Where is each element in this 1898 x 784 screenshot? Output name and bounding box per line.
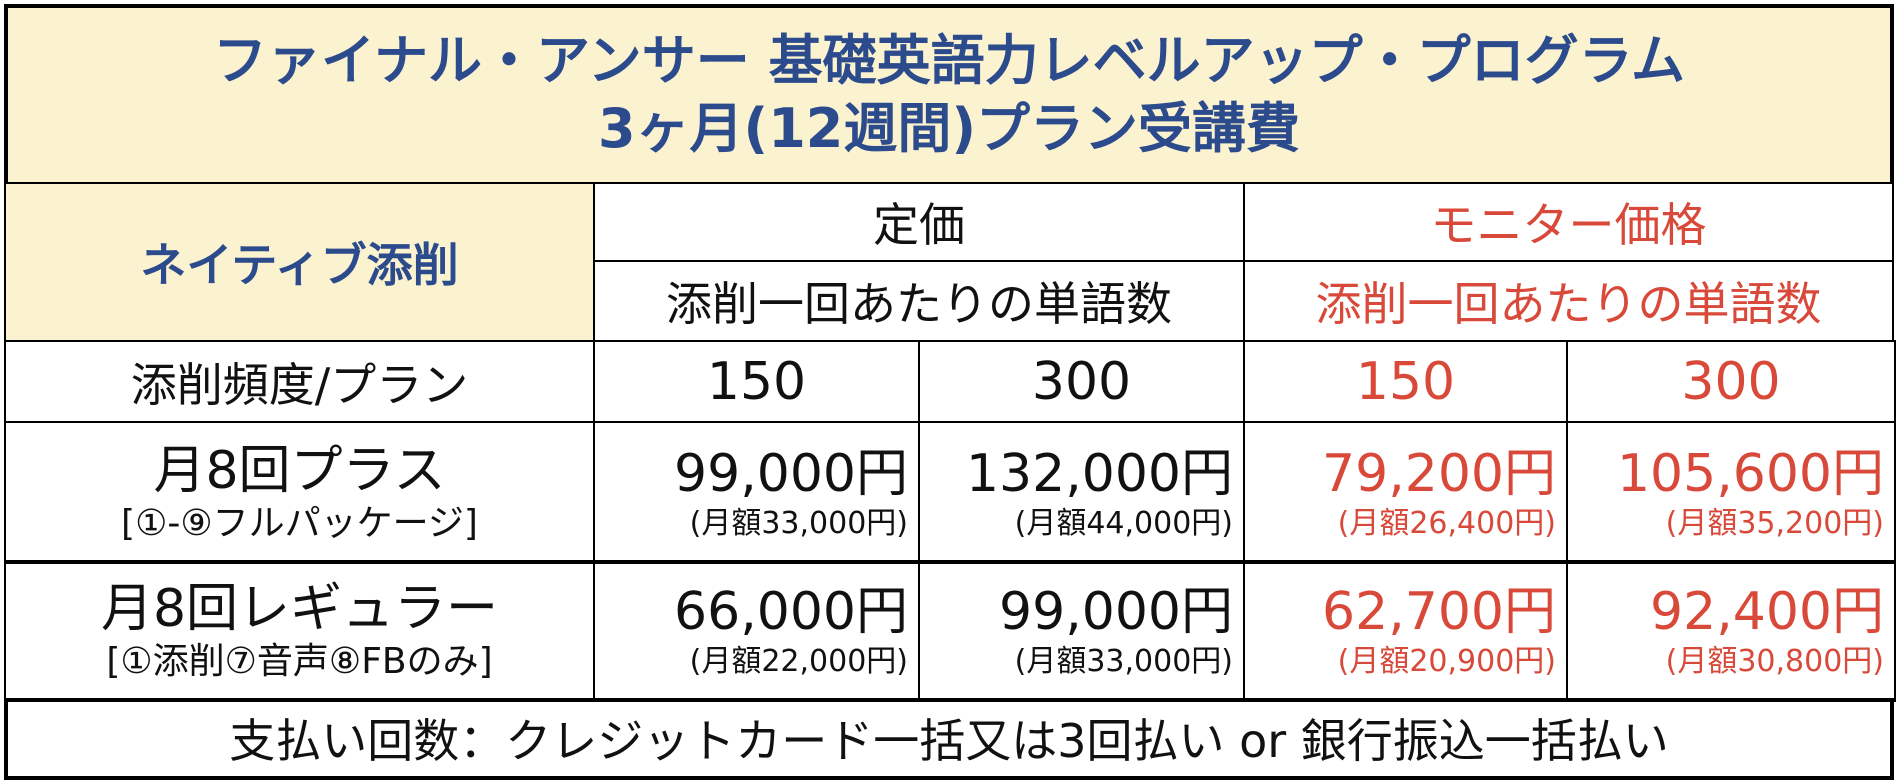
regular-sub-label: 添削一回あたりの単語数 [666,277,1172,331]
footer-text: 支払い回数：クレジットカード一括又は3回払い or 銀行振込一括払い [229,714,1669,768]
price: 66,000円 [674,582,908,642]
regular-label: 定価 [873,198,965,252]
title-line: ファイナル・アンサー 基礎英語力レベルアップ・プログラム [213,29,1685,92]
columns-label: 添削頻度/プラン [130,357,469,412]
monthly-price: (月額22,000円) [689,644,908,679]
monitor-subheader: 添削一回あたりの単語数 [1243,260,1894,342]
price-cell: 99,000円 (月額33,000円) [593,421,920,564]
price: 132,000円 [965,443,1233,504]
title-line: 3ヶ月(12週間)プラン受講費 [597,97,1301,160]
monthly-price: (月額44,000円) [1014,505,1233,541]
monthly-price: (月額20,900円) [1337,644,1556,679]
price: 92,400円 [1650,582,1884,642]
monthly-price: (月額33,000円) [689,505,908,541]
plan-name: 月8回プラス [153,440,446,501]
corner-cell: ネイティブ添削 [4,182,595,342]
price-cell: 99,000円 (月額33,000円) [918,560,1245,702]
price-cell: 92,400円 (月額30,800円) [1566,560,1896,702]
word-count: 150 [593,340,920,423]
price-cell: 132,000円 (月額44,000円) [918,421,1245,564]
columns-label-cell: 添削頻度/プラン [4,340,595,423]
price: 105,600円 [1616,443,1884,504]
monthly-price: (月額30,800円) [1665,644,1884,679]
price: 62,700円 [1322,582,1556,642]
plan-cell: 月8回レギュラー [①添削⑦音声⑧FBのみ] [4,560,595,702]
price-cell: 105,600円 (月額35,200円) [1566,421,1896,564]
monitor-label: モニター価格 [1430,198,1707,252]
word-count: 150 [1243,340,1568,423]
word-count: 300 [918,340,1245,423]
monthly-price: (月額33,000円) [1014,644,1233,679]
corner-label: ネイティブ添削 [140,238,459,292]
price-cell: 62,700円 (月額20,900円) [1243,560,1568,702]
price: 99,000円 [674,443,908,504]
plan-name: 月8回レギュラー [100,579,499,639]
title-box: ファイナル・アンサー 基礎英語力レベルアップ・プログラム 3ヶ月(12週間)プラ… [4,4,1894,184]
monitor-sub-label: 添削一回あたりの単語数 [1315,277,1822,331]
price: 79,200円 [1322,443,1556,504]
monitor-header: モニター価格 [1243,182,1894,262]
price-cell: 66,000円 (月額22,000円) [593,560,920,702]
price-cell: 79,200円 (月額26,400円) [1243,421,1568,564]
plan-detail: [①添削⑦音声⑧FBのみ] [106,641,493,682]
word-count: 300 [1566,340,1896,423]
regular-subheader: 添削一回あたりの単語数 [593,260,1245,342]
price: 99,000円 [999,582,1233,642]
regular-header: 定価 [593,182,1245,262]
footer-cell: 支払い回数：クレジットカード一括又は3回払い or 銀行振込一括払い [4,698,1894,780]
monthly-price: (月額35,200円) [1665,505,1884,541]
plan-cell: 月8回プラス [①-⑨フルパッケージ] [4,421,595,564]
monthly-price: (月額26,400円) [1337,505,1556,541]
plan-detail: [①-⑨フルパッケージ] [121,502,478,544]
